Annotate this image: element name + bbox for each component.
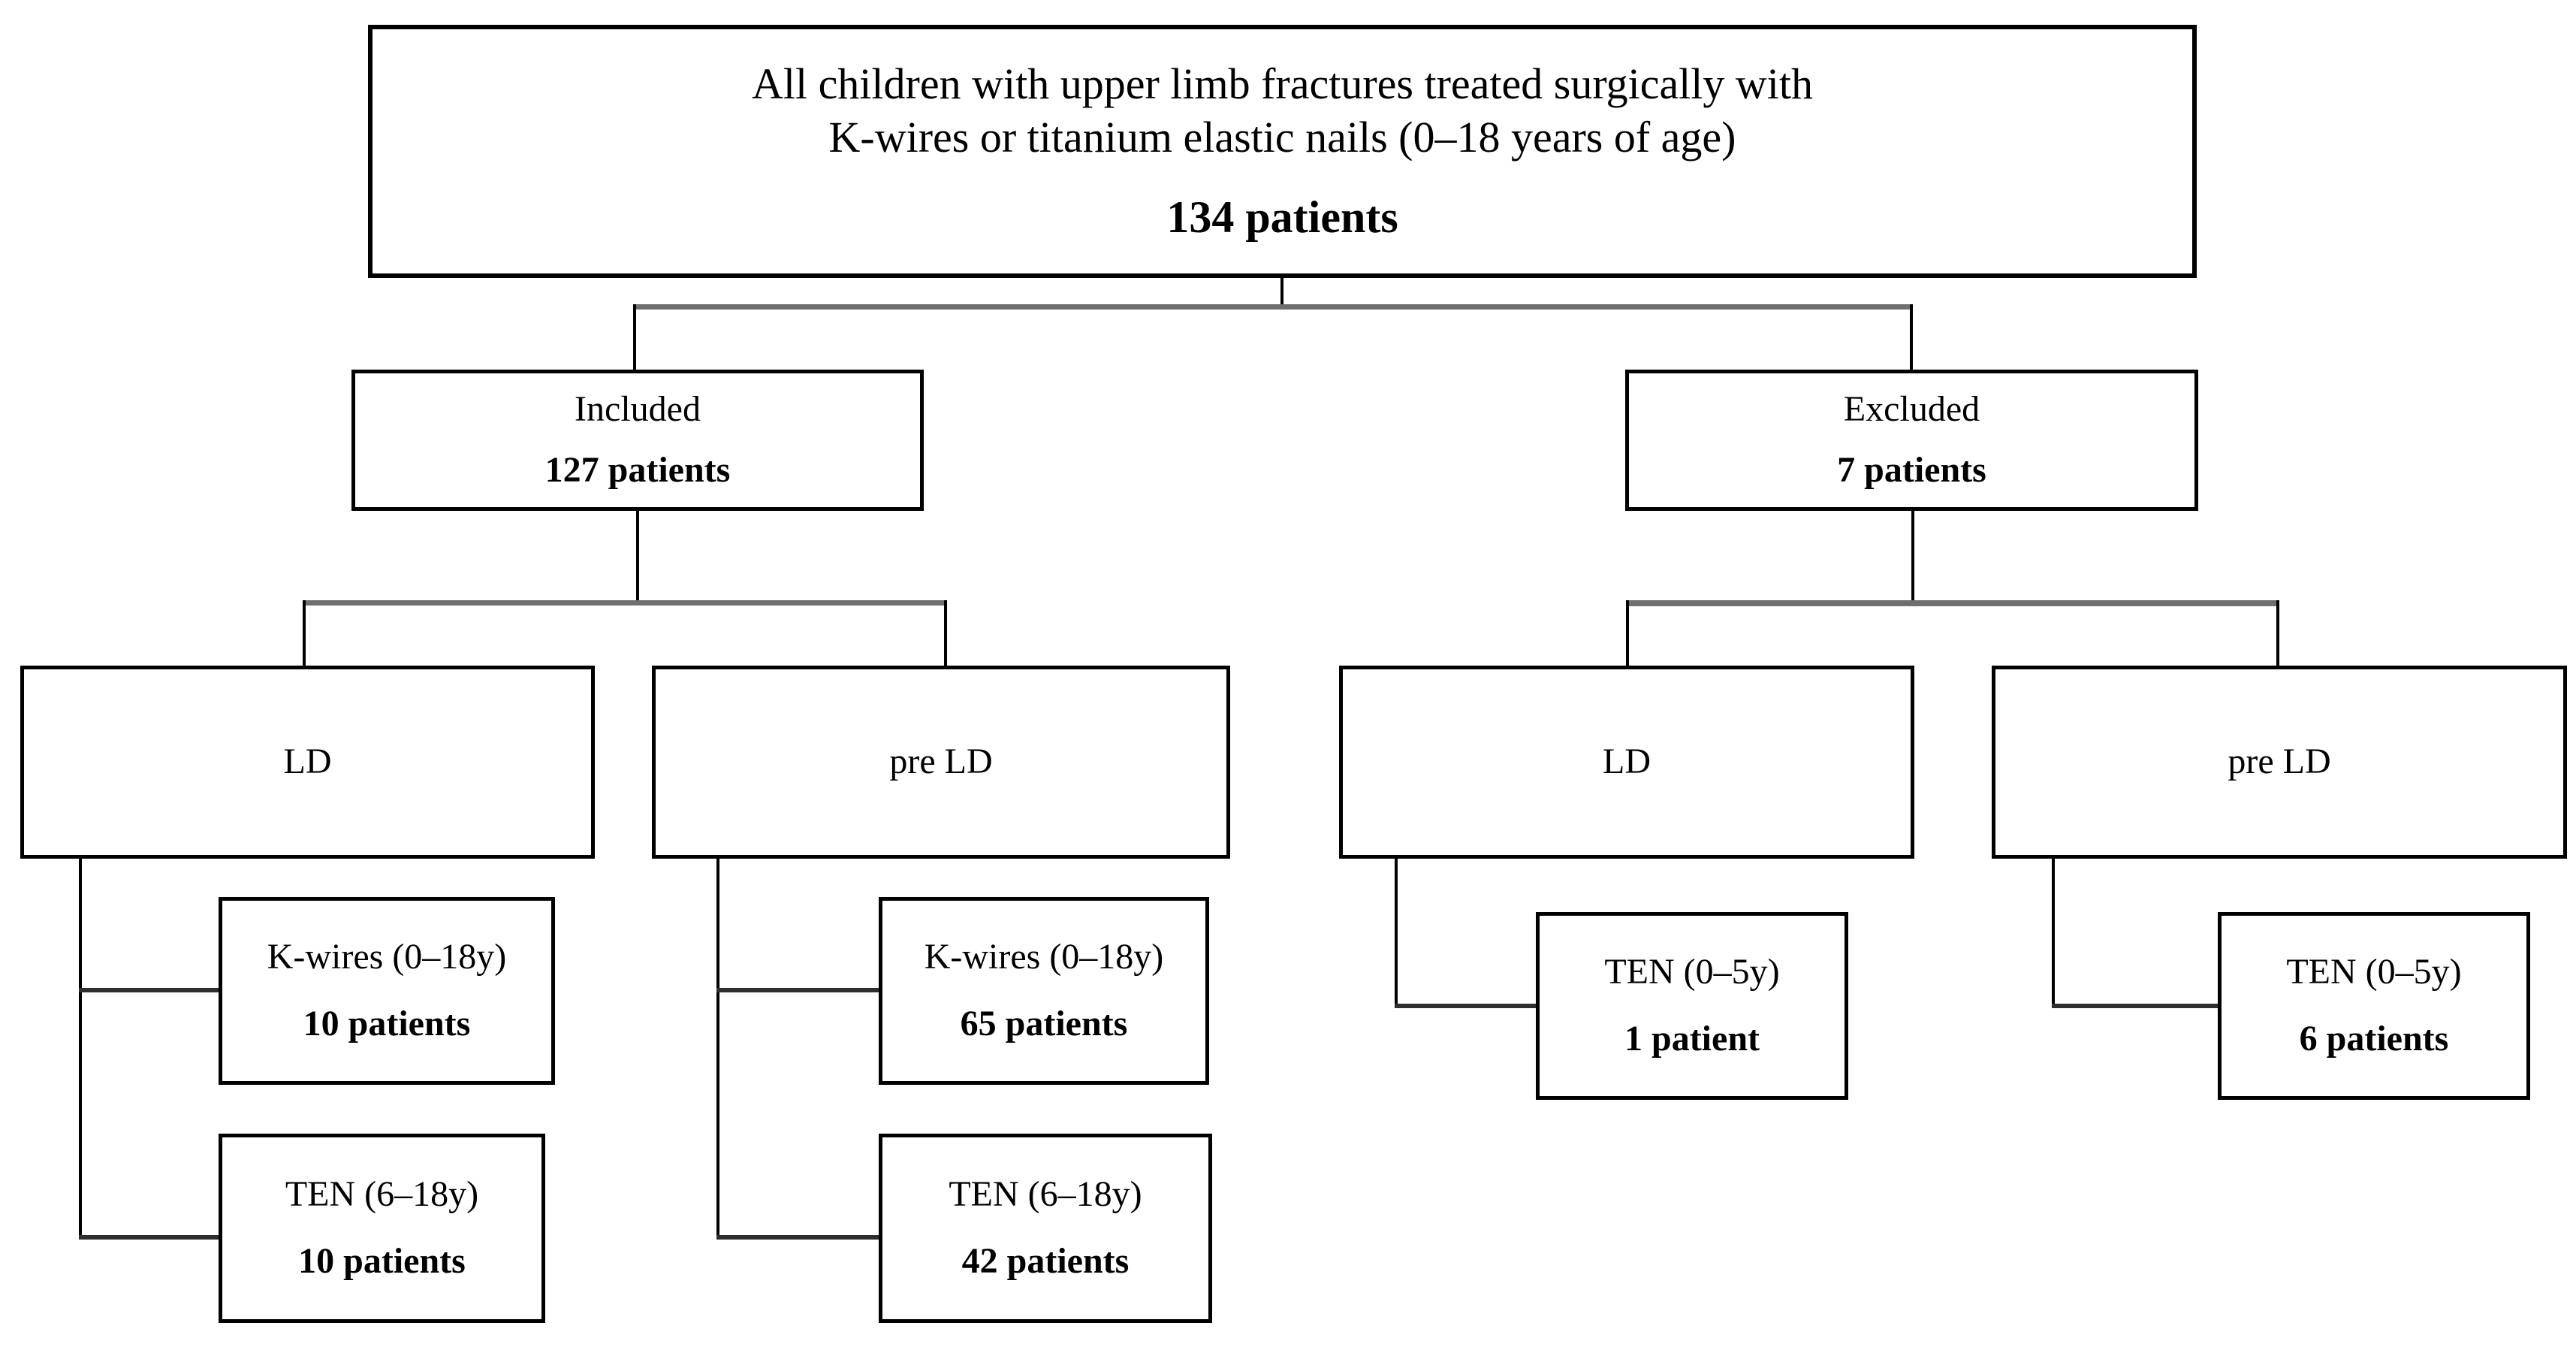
node-included-pre-ld-kwires-count: 65 patients xyxy=(960,1004,1128,1043)
connector-exc-ld-stem xyxy=(1395,857,1398,1008)
node-excluded-pre-ld-ten-count: 6 patients xyxy=(2299,1019,2449,1059)
connector-exc-ld-ten-arm xyxy=(1395,1004,1540,1008)
node-included-pre-ld-ten: TEN (6–18y) 42 patients xyxy=(879,1134,1212,1323)
node-included-ld-label: LD xyxy=(283,741,332,782)
node-included-pre-ld-kwires: K-wires (0–18y) 65 patients xyxy=(879,897,1209,1085)
connector-root-stem xyxy=(1280,276,1283,310)
connector-included-stem xyxy=(636,509,639,605)
connector-excluded-ld-drop xyxy=(1626,600,1629,669)
node-included-pre-ld-ten-label: TEN (6–18y) xyxy=(949,1174,1142,1215)
connector-inc-ld-stem xyxy=(79,857,82,1240)
node-included-pre-ld-ten-count: 42 patients xyxy=(961,1241,1130,1281)
node-included-ld-kwires-count: 10 patients xyxy=(303,1004,471,1043)
node-root-text-line2: K-wires or titanium elastic nails (0–18 … xyxy=(828,112,1736,162)
node-included-count: 127 patients xyxy=(544,450,731,490)
connector-inc-preld-kwires-arm xyxy=(716,988,883,992)
node-included-pre-ld: pre LD xyxy=(652,666,1230,859)
node-excluded-pre-ld-ten-label: TEN (0–5y) xyxy=(2286,952,2462,992)
node-excluded-pre-ld-ten: TEN (0–5y) 6 patients xyxy=(2218,912,2530,1100)
node-excluded-ld-ten: TEN (0–5y) 1 patient xyxy=(1536,912,1848,1100)
node-excluded-ld-label: LD xyxy=(1603,741,1651,782)
connector-included-crossbar xyxy=(304,600,947,606)
node-root-count: 134 patients xyxy=(1166,192,1398,242)
connector-root-crossbar xyxy=(635,304,1913,310)
connector-exc-preld-stem xyxy=(2052,857,2055,1008)
node-excluded-pre-ld-label: pre LD xyxy=(2228,741,2331,782)
node-included-ld-ten-count: 10 patients xyxy=(298,1241,466,1281)
connector-excluded-drop xyxy=(1910,304,1913,373)
connector-inc-ld-kwires-arm xyxy=(79,988,223,992)
node-excluded-pre-ld: pre LD xyxy=(1992,666,2567,859)
connector-exc-preld-ten-arm xyxy=(2052,1004,2222,1008)
node-excluded-ld-ten-label: TEN (0–5y) xyxy=(1604,952,1780,992)
connector-inc-preld-stem xyxy=(716,857,719,1240)
node-included-pre-ld-kwires-label: K-wires (0–18y) xyxy=(924,937,1164,977)
node-excluded-ld: LD xyxy=(1339,666,1914,859)
node-included-ld-kwires-label: K-wires (0–18y) xyxy=(267,937,507,977)
connector-included-preld-drop xyxy=(944,600,947,669)
node-root-text-line1: All children with upper limb fractures t… xyxy=(751,59,1814,109)
connector-excluded-crossbar xyxy=(1627,600,2279,606)
node-included-ld-kwires: K-wires (0–18y) 10 patients xyxy=(219,897,555,1085)
connector-included-ld-drop xyxy=(303,600,306,669)
node-root: All children with upper limb fractures t… xyxy=(368,25,2197,278)
node-excluded-count: 7 patients xyxy=(1837,450,1986,490)
connector-included-drop xyxy=(633,304,636,373)
connector-excluded-preld-drop xyxy=(2276,600,2279,669)
node-included-label: Included xyxy=(575,389,701,430)
node-included-pre-ld-label: pre LD xyxy=(889,741,993,782)
connector-inc-ld-ten-arm xyxy=(79,1235,223,1240)
node-excluded-label: Excluded xyxy=(1843,389,1980,430)
node-excluded-ld-ten-count: 1 patient xyxy=(1624,1019,1760,1059)
node-included-ld: LD xyxy=(20,666,595,859)
node-included-ld-ten-label: TEN (6–18y) xyxy=(285,1174,479,1215)
node-included-ld-ten: TEN (6–18y) 10 patients xyxy=(219,1134,545,1323)
connector-inc-preld-ten-arm xyxy=(716,1235,883,1240)
node-excluded: Excluded 7 patients xyxy=(1625,370,2198,511)
connector-excluded-stem xyxy=(1911,509,1914,605)
node-included: Included 127 patients xyxy=(351,370,924,511)
